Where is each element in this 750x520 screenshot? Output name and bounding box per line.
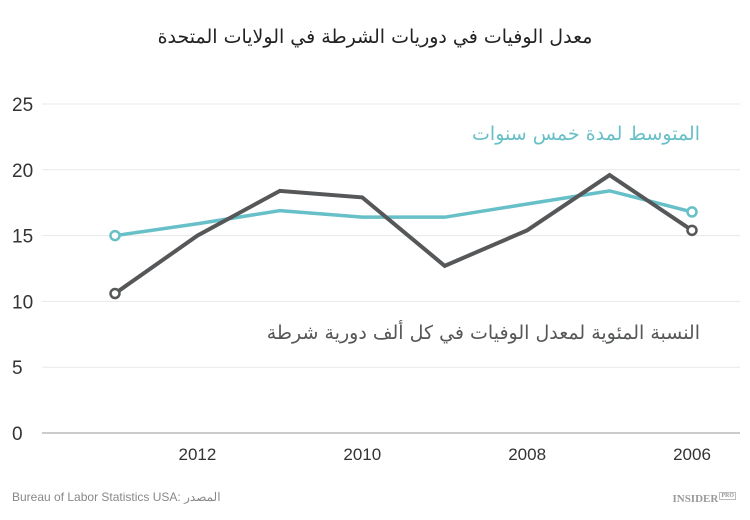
y-tick-label: 10 bbox=[12, 292, 33, 313]
series-endpoint-marker bbox=[686, 206, 698, 218]
series-line-0 bbox=[114, 189, 693, 238]
x-tick-label: 2008 bbox=[508, 445, 546, 464]
source-note: Bureau of Labor Statistics USA: المصدر bbox=[12, 490, 221, 504]
y-tick-label: 25 bbox=[12, 95, 33, 116]
y-tick-label: 5 bbox=[12, 358, 23, 379]
series-endpoint-marker bbox=[686, 224, 698, 237]
series-endpoint-marker bbox=[109, 229, 121, 242]
insider-logo: INSIDER PRO bbox=[672, 492, 736, 505]
y-tick-label: 15 bbox=[12, 227, 33, 248]
legend-label-rate: النسبة المئوية لمعدل الوفيات في كل ألف د… bbox=[266, 322, 700, 344]
series-line-1 bbox=[113, 172, 694, 296]
chart-title: معدل الوفيات في دوريات الشرطة في الولايا… bbox=[157, 26, 593, 48]
series-endpoint-marker bbox=[109, 287, 121, 300]
y-tick-label: 20 bbox=[12, 161, 33, 182]
x-tick-label: 2006 bbox=[673, 445, 711, 464]
y-tick-label: 0 bbox=[12, 424, 23, 445]
x-tick-label: 2012 bbox=[179, 445, 217, 464]
x-tick-label: 2010 bbox=[343, 445, 381, 464]
legend-label-average: المتوسط لمدة خمس سنوات bbox=[472, 123, 700, 145]
